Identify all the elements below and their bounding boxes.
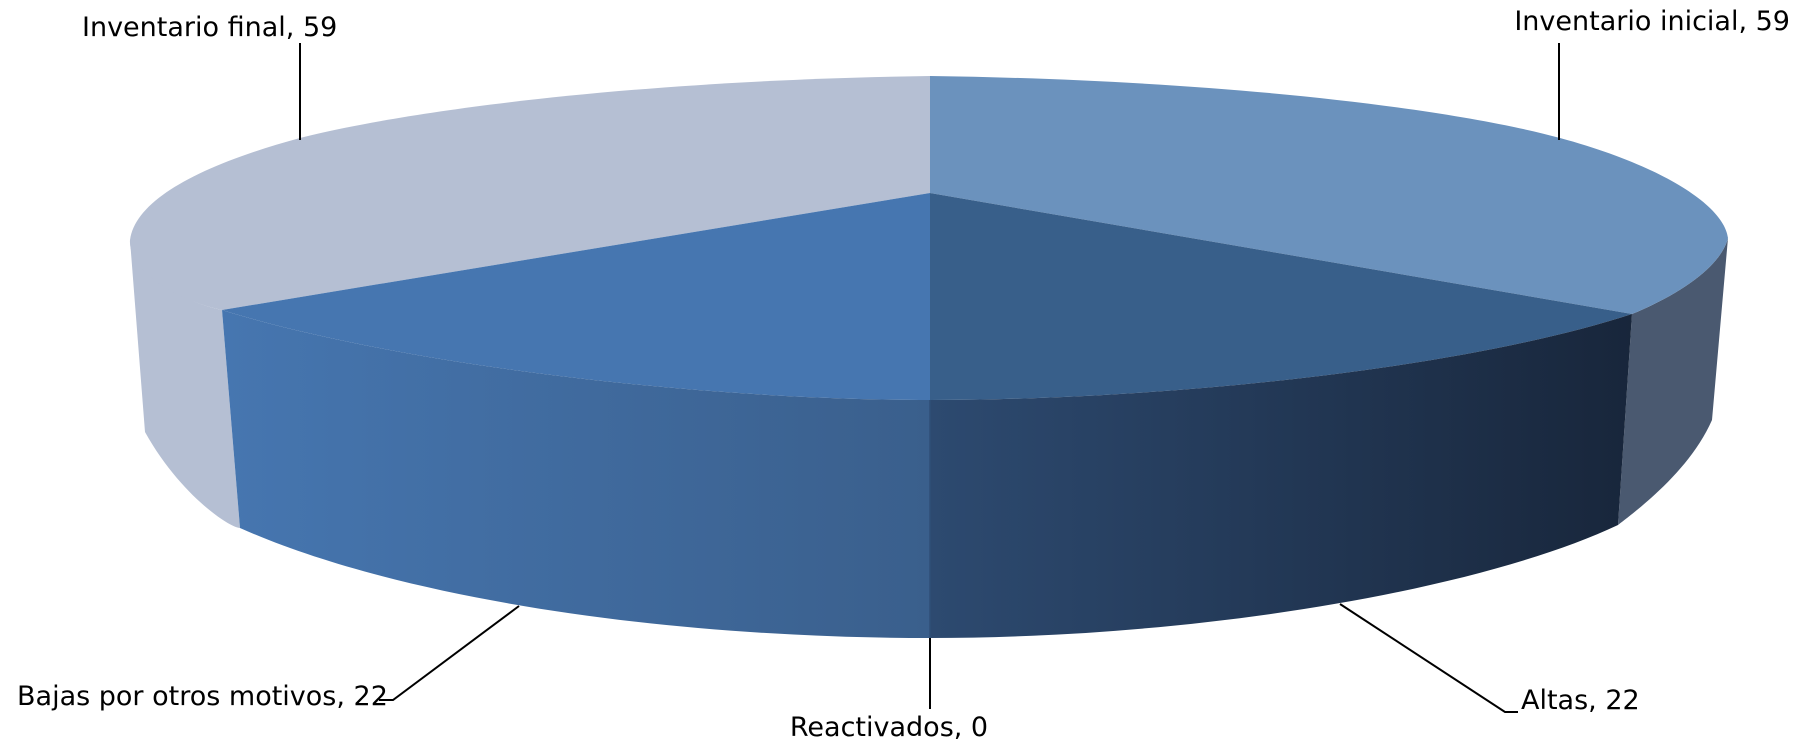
slice-altas — [930, 193, 1632, 400]
slice-inventario-inicial-side — [1618, 238, 1728, 525]
slice-inventario-final-side — [130, 240, 240, 528]
data-label-inventario-inicial: Inventario inicial, 59 — [1514, 6, 1790, 37]
slice-inventario-inicial — [930, 76, 1728, 314]
slice-inventario-final — [129, 76, 930, 310]
leader-bajas — [379, 605, 520, 701]
slice-altas-side — [930, 314, 1632, 638]
slice-bajas-por-otros-motivos-side — [222, 310, 930, 638]
slice-bajas-por-otros-motivos — [222, 193, 930, 400]
data-label-inventario-final: Inventario final, 59 — [82, 12, 337, 43]
data-label-reactivados: Reactivados, 0 — [790, 712, 988, 743]
data-label-bajas-por-otros-motivos: Bajas por otros motivos, 22 — [17, 681, 388, 712]
data-label-altas: Altas, 22 — [1521, 685, 1640, 716]
leader-altas — [1339, 603, 1518, 713]
